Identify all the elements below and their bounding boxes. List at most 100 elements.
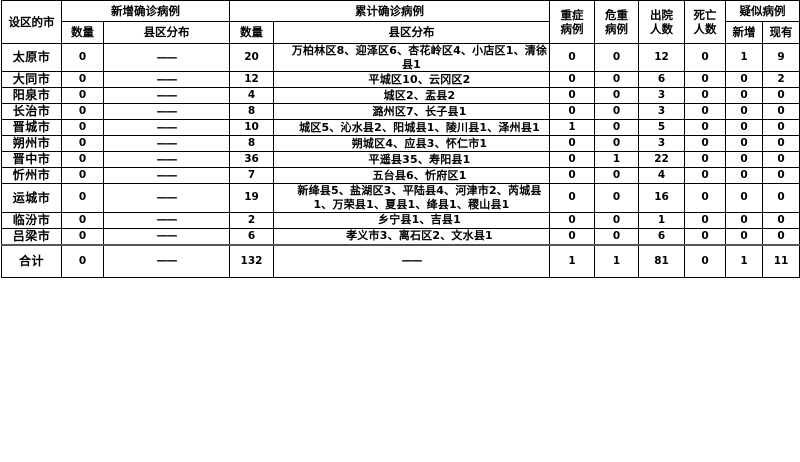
cell-cum-qty: 12 — [229, 71, 274, 89]
table-row: 太原市 0 —— 20 万柏林区8、迎泽区6、杏花岭区4、小店区1、清徐县1 0 0 12 0 1… — [1, 42, 800, 73]
cell-cum-district: 平城区10、云冈区2 — [273, 71, 550, 89]
cell-new-qty: 0 — [61, 211, 104, 229]
cell-discharged: 4 — [638, 167, 685, 185]
cell-cum-qty: 7 — [229, 167, 274, 185]
cell-new-qty: 0 — [61, 71, 104, 89]
row-city: 大同市 — [1, 71, 62, 89]
table-row: 忻州市 0 —— 7 五台县6、忻府区1 0 0 4 0 0 0 — [1, 167, 800, 185]
cell-critical: 0 — [594, 87, 639, 105]
cell-suspected-current: 0 — [762, 103, 800, 121]
cell-severe: 0 — [549, 135, 595, 153]
row-city: 太原市 — [1, 42, 62, 73]
cell-new-district: —— — [103, 42, 230, 73]
cell-new-qty: 0 — [61, 151, 104, 169]
row-city: 阳泉市 — [1, 87, 62, 105]
cell-cum-qty: 8 — [229, 103, 274, 121]
cell-severe: 0 — [549, 151, 595, 169]
cell-suspected-new: 1 — [725, 243, 763, 278]
header-critical-cases: 危重 病例 — [594, 0, 639, 44]
cell-cum-district: 城区5、沁水县2、阳城县1、陵川县1、泽州县1 — [273, 119, 550, 137]
header-cum-district: 县区分布 — [273, 21, 550, 44]
cell-suspected-new: 0 — [725, 183, 763, 213]
cell-cum-district: 朔城区4、应县3、怀仁市1 — [273, 135, 550, 153]
cell-critical: 1 — [594, 243, 639, 278]
cell-cum-qty: 19 — [229, 183, 274, 213]
cell-suspected-current: 0 — [762, 227, 800, 246]
cell-death: 0 — [684, 71, 726, 89]
cell-new-qty: 0 — [61, 243, 104, 278]
row-city: 吕梁市 — [1, 227, 62, 246]
cell-severe: 0 — [549, 211, 595, 229]
row-city: 合计 — [1, 243, 62, 278]
cell-new-district: —— — [103, 135, 230, 153]
cell-cum-qty: 2 — [229, 211, 274, 229]
table-row: 晋中市 0 —— 36 平遥县35、寿阳县1 0 1 22 0 0 0 — [1, 151, 800, 169]
header-new-district: 县区分布 — [103, 21, 230, 44]
header-severe-cases: 重症 病例 — [549, 0, 595, 44]
cell-suspected-current: 0 — [762, 135, 800, 153]
cell-suspected-new: 0 — [725, 87, 763, 105]
header-cumulative-confirmed-group: 累计确诊病例 — [229, 0, 550, 23]
cell-suspected-new: 0 — [725, 227, 763, 246]
cell-new-district: —— — [103, 151, 230, 169]
cell-new-district: —— — [103, 87, 230, 105]
cell-suspected-new: 0 — [725, 167, 763, 185]
cell-critical: 0 — [594, 135, 639, 153]
cell-suspected-current: 11 — [762, 243, 800, 278]
cell-critical: 0 — [594, 71, 639, 89]
cell-new-district: —— — [103, 71, 230, 89]
cell-new-district: —— — [103, 119, 230, 137]
cell-cum-district: 万柏林区8、迎泽区6、杏花岭区4、小店区1、清徐县1 — [273, 42, 550, 73]
row-city: 运城市 — [1, 183, 62, 213]
cell-new-qty: 0 — [61, 167, 104, 185]
table-row: 阳泉市 0 —— 4 城区2、盂县2 0 0 3 0 0 0 — [1, 87, 800, 105]
cell-death: 0 — [684, 103, 726, 121]
cell-death: 0 — [684, 119, 726, 137]
cell-cum-district: 潞州区7、长子县1 — [273, 103, 550, 121]
cell-discharged: 1 — [638, 211, 685, 229]
row-city: 临汾市 — [1, 211, 62, 229]
cell-death: 0 — [684, 183, 726, 213]
cell-severe: 0 — [549, 87, 595, 105]
cell-cum-qty: 20 — [229, 42, 274, 73]
header-death-line2: 人数 — [693, 21, 717, 36]
cell-severe: 0 — [549, 103, 595, 121]
header-discharged-line2: 人数 — [650, 21, 673, 36]
cell-severe: 1 — [549, 243, 595, 278]
table-row: 朔州市 0 —— 8 朔城区4、应县3、怀仁市1 0 0 3 0 0 0 — [1, 135, 800, 153]
cell-severe: 0 — [549, 227, 595, 246]
cell-death: 0 — [684, 167, 726, 185]
header-critical-line2: 病例 — [605, 21, 628, 36]
cell-discharged: 5 — [638, 119, 685, 137]
cell-suspected-current: 0 — [762, 167, 800, 185]
cell-critical: 0 — [594, 211, 639, 229]
row-city: 晋城市 — [1, 119, 62, 137]
cell-death: 0 — [684, 87, 726, 105]
cell-new-qty: 0 — [61, 135, 104, 153]
cell-death: 0 — [684, 42, 726, 73]
header-city: 设区的市 — [1, 0, 62, 44]
cell-cum-qty: 8 — [229, 135, 274, 153]
cell-suspected-new: 0 — [725, 135, 763, 153]
cell-new-district: —— — [103, 167, 230, 185]
cell-suspected-current: 0 — [762, 119, 800, 137]
cell-discharged: 3 — [638, 135, 685, 153]
cell-suspected-current: 0 — [762, 211, 800, 229]
header-cum-qty: 数量 — [229, 21, 274, 44]
cell-critical: 0 — [594, 183, 639, 213]
cell-death: 0 — [684, 227, 726, 246]
cell-death: 0 — [684, 151, 726, 169]
cell-suspected-current: 0 — [762, 183, 800, 213]
cell-death: 0 — [684, 243, 726, 278]
cell-new-qty: 0 — [61, 119, 104, 137]
cell-critical: 0 — [594, 167, 639, 185]
cell-cum-qty: 36 — [229, 151, 274, 169]
cell-suspected-new: 0 — [725, 103, 763, 121]
cell-suspected-current: 2 — [762, 71, 800, 89]
cell-new-district: —— — [103, 211, 230, 229]
header-severe-line1: 重症 — [560, 7, 584, 22]
header-death-line1: 死亡 — [693, 7, 717, 22]
cell-discharged: 6 — [638, 227, 685, 246]
header-new-confirmed-group: 新增确诊病例 — [61, 0, 230, 23]
cell-suspected-new: 0 — [725, 151, 763, 169]
